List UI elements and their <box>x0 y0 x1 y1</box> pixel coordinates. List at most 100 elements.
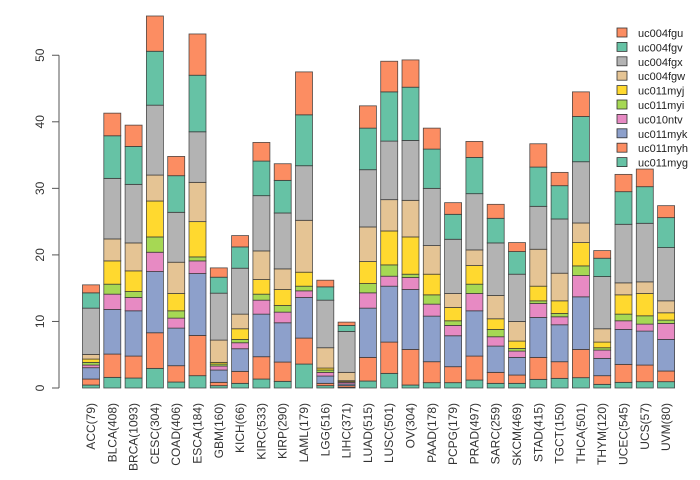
bar-segment-uc011myj <box>82 358 100 363</box>
bar-stack <box>657 205 675 389</box>
bar-segment-uc004fgw <box>593 328 612 343</box>
bar-stack <box>124 124 143 389</box>
bar-stack <box>444 202 463 389</box>
bar-segment-uc011myi <box>465 283 484 294</box>
x-tick-label: STAD(415) <box>531 403 545 462</box>
bar-stack <box>209 267 228 389</box>
x-tick-label: KIRP(290) <box>276 403 290 459</box>
bar-segment-uc011myh <box>593 375 612 385</box>
bar-segment-uc004fgx <box>358 169 377 228</box>
bar-segment-uc011myh <box>124 355 143 379</box>
legend-swatch <box>616 85 628 95</box>
legend-swatch <box>616 27 628 38</box>
x-tick-label: UCEC(545) <box>617 403 631 465</box>
bar-stack <box>635 168 654 389</box>
bar-segment-uc004fgw <box>401 199 420 238</box>
bar-segment-uc010ntv <box>188 260 207 274</box>
bar-stack <box>188 33 207 389</box>
bar-segment-uc011myg <box>380 372 399 389</box>
bar-segment-uc004fgx <box>444 238 463 294</box>
x-tick-label: ESCA(184) <box>191 403 205 464</box>
bar-segment-uc010ntv <box>358 292 377 309</box>
bar-segment-uc010ntv <box>529 303 548 318</box>
bar-segment-uc004fgu <box>295 71 313 116</box>
y-tick-label: 10 <box>33 314 47 328</box>
legend-label: uc004fgw <box>638 71 685 83</box>
bar-segment-uc004fgx <box>465 193 484 251</box>
bar-segment-uc011myk <box>380 285 399 343</box>
bar-segment-uc004fgu <box>337 321 356 326</box>
bar-segment-uc004fgx <box>124 183 143 244</box>
bar-segment-uc004fgv <box>167 175 186 213</box>
bar-segment-uc011myj <box>124 270 143 292</box>
bar-segment-uc011myg <box>593 383 612 389</box>
bar-stack <box>529 143 548 389</box>
bar-segment-uc004fgx <box>82 307 100 355</box>
bar-segment-uc011myj <box>572 242 590 267</box>
bar-segment-uc011myj <box>273 289 292 306</box>
bar-segment-uc004fgx <box>231 267 250 315</box>
bar-segment-uc011myj <box>252 279 271 295</box>
bar-segment-uc004fgu <box>188 33 207 76</box>
bar-segment-uc004fgv <box>529 166 548 207</box>
legend-swatch <box>616 157 628 168</box>
bar-segment-uc004fgw <box>550 272 569 302</box>
bar-segment-uc004fgw <box>337 371 356 382</box>
bar-segment-uc004fgw <box>614 282 633 296</box>
bar-segment-uc011myj <box>444 307 463 322</box>
legend-item: uc011myi <box>616 99 684 112</box>
bar-segment-uc004fgv <box>295 114 313 167</box>
bar-segment-uc010ntv <box>465 293 484 312</box>
bar-segment-uc011myi <box>103 283 122 295</box>
bar-segment-uc004fgv <box>486 217 505 244</box>
bar-segment-uc010ntv <box>486 336 505 347</box>
x-tick-label: PAAD(178) <box>425 403 439 463</box>
bar-segment-uc011myi <box>273 305 292 313</box>
bar-segment-uc011myh <box>486 371 505 384</box>
bar-segment-uc011myi <box>124 291 143 298</box>
bar-segment-uc004fgu <box>486 203 505 219</box>
bar-segment-uc004fgw <box>295 219 313 273</box>
bar-stack <box>572 91 590 389</box>
bar-segment-uc010ntv <box>572 275 590 298</box>
bar-segment-uc011myk <box>422 315 441 363</box>
bar-segment-uc004fgu <box>444 202 463 215</box>
x-tick-label: SKCM(469) <box>510 403 524 466</box>
bar-stack <box>486 203 505 389</box>
bar-segment-uc011myh <box>273 361 292 382</box>
bar-segment-uc004fgx <box>145 104 164 176</box>
bar-segment-uc011myj <box>508 340 526 349</box>
bar-segment-uc011myk <box>657 339 675 372</box>
bar-segment-uc011myh <box>167 365 186 383</box>
bar-segment-uc010ntv <box>252 299 271 315</box>
bar-segment-uc011myk <box>188 273 207 336</box>
bar-segment-uc011myk <box>124 310 143 357</box>
bar-segment-uc011myj <box>550 300 569 314</box>
bar-segment-uc011myg <box>486 382 505 389</box>
legend-label: uc004fgx <box>638 57 683 69</box>
x-tick-label: GBM(160) <box>212 403 226 458</box>
bar-segment-uc004fgx <box>657 247 675 302</box>
bar-segment-uc011myj <box>486 318 505 330</box>
bar-segment-uc011myh <box>550 361 569 379</box>
bar-segment-uc011myg <box>572 377 590 389</box>
bar-segment-uc004fgv <box>401 86 420 141</box>
bar-segment-uc011myk <box>593 357 612 377</box>
legend-item: uc011myg <box>616 157 688 170</box>
bar-segment-uc011myh <box>380 341 399 374</box>
bar-segment-uc011myk <box>358 307 377 358</box>
bar-segment-uc011myh <box>529 356 548 380</box>
bar-segment-uc011myh <box>82 378 100 386</box>
legend-swatch <box>616 114 628 124</box>
bar-segment-uc004fgw <box>273 268 292 290</box>
legend-label: uc011myg <box>638 158 688 170</box>
bar-segment-uc004fgu <box>508 242 526 252</box>
bar-segment-uc011myj <box>529 285 548 302</box>
bar-segment-uc010ntv <box>231 342 250 350</box>
bar-segment-uc004fgw <box>508 321 526 342</box>
bar-segment-uc011myi <box>188 256 207 262</box>
bar-segment-uc004fgv <box>444 213 463 240</box>
bar-segment-uc004fgw <box>380 199 399 232</box>
bar-segment-uc010ntv <box>422 303 441 317</box>
